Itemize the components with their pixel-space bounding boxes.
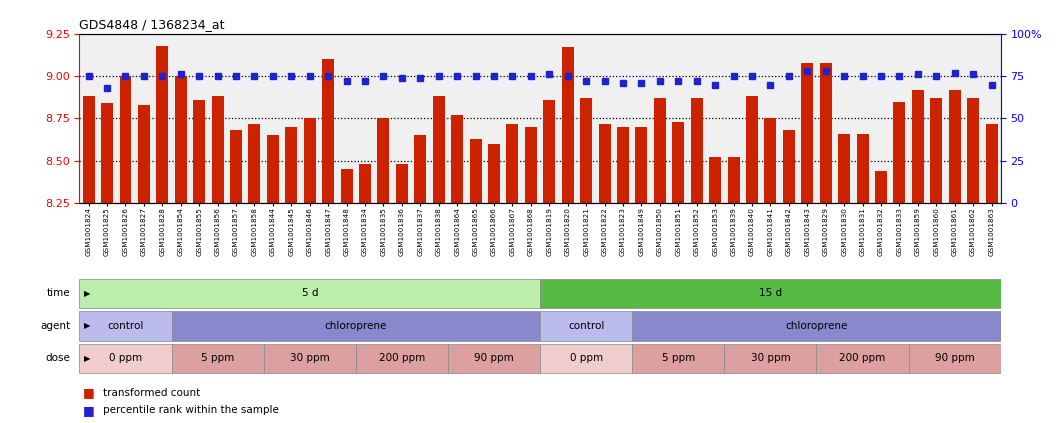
Bar (451, 115, 463, 203)
Text: ■: ■ (83, 386, 94, 399)
Bar (838, 134, 850, 203)
Bar (724, 344, 816, 373)
Bar (598, 124, 611, 203)
Text: ▶: ▶ (84, 354, 90, 363)
Text: 0 ppm: 0 ppm (570, 354, 603, 363)
Bar (635, 127, 647, 203)
Bar (617, 127, 629, 203)
Bar (264, 344, 356, 373)
Text: control: control (568, 321, 605, 331)
Bar (912, 90, 923, 203)
Text: GDS4848 / 1368234_at: GDS4848 / 1368234_at (79, 18, 225, 31)
Text: 30 ppm: 30 ppm (290, 354, 329, 363)
Bar (857, 134, 868, 203)
Bar (249, 124, 261, 203)
Bar (561, 47, 574, 203)
Text: ▶: ▶ (84, 289, 90, 298)
Bar (267, 135, 279, 203)
Bar (433, 96, 445, 203)
Bar (986, 124, 998, 203)
Text: 5 d: 5 d (302, 288, 318, 298)
Bar (894, 102, 905, 203)
Bar (632, 311, 1001, 341)
Text: chloroprene: chloroprene (786, 321, 847, 331)
Bar (820, 63, 831, 203)
Bar (710, 157, 721, 203)
Bar (949, 90, 961, 203)
Text: 15 d: 15 d (759, 288, 782, 298)
Bar (138, 105, 150, 203)
Text: time: time (47, 288, 70, 298)
Bar (285, 127, 298, 203)
Text: dose: dose (46, 354, 70, 363)
Bar (540, 344, 632, 373)
Bar (322, 59, 335, 203)
Text: ▶: ▶ (84, 321, 90, 330)
Text: 90 ppm: 90 ppm (935, 354, 974, 363)
Bar (377, 118, 390, 203)
Text: 0 ppm: 0 ppm (109, 354, 142, 363)
Text: 5 ppm: 5 ppm (662, 354, 695, 363)
Bar (653, 98, 666, 203)
Bar (909, 344, 1001, 373)
Bar (212, 96, 223, 203)
Text: control: control (107, 321, 144, 331)
Bar (728, 157, 739, 203)
Bar (875, 171, 887, 203)
Bar (525, 127, 537, 203)
Bar (359, 164, 371, 203)
Bar (816, 344, 909, 373)
Bar (175, 76, 186, 203)
Text: agent: agent (40, 321, 70, 331)
Bar (783, 130, 795, 203)
Bar (101, 103, 113, 203)
Bar (802, 63, 813, 203)
Bar (304, 118, 316, 203)
Bar (193, 100, 205, 203)
Text: chloroprene: chloroprene (325, 321, 387, 331)
Text: ■: ■ (83, 404, 94, 417)
Text: 200 ppm: 200 ppm (379, 354, 425, 363)
Bar (690, 98, 703, 203)
Bar (172, 311, 540, 341)
Bar (79, 344, 172, 373)
Bar (157, 46, 168, 203)
Bar (580, 98, 592, 203)
Text: 30 ppm: 30 ppm (751, 354, 790, 363)
Bar (543, 100, 555, 203)
Bar (230, 130, 243, 203)
Bar (488, 144, 500, 203)
Bar (930, 98, 943, 203)
Bar (396, 164, 408, 203)
Bar (765, 118, 776, 203)
Bar (448, 344, 540, 373)
Bar (341, 169, 353, 203)
Bar (172, 344, 264, 373)
Text: 90 ppm: 90 ppm (474, 354, 514, 363)
Bar (746, 96, 758, 203)
Text: 5 ppm: 5 ppm (201, 354, 234, 363)
Bar (540, 311, 632, 341)
Bar (506, 124, 519, 203)
Bar (79, 311, 172, 341)
Text: 200 ppm: 200 ppm (840, 354, 885, 363)
Text: transformed count: transformed count (103, 387, 200, 398)
Bar (672, 122, 684, 203)
Bar (120, 76, 131, 203)
Text: percentile rank within the sample: percentile rank within the sample (103, 405, 279, 415)
Bar (632, 344, 724, 373)
Bar (356, 344, 448, 373)
Bar (540, 279, 1001, 308)
Bar (967, 98, 980, 203)
Bar (469, 139, 482, 203)
Bar (79, 279, 540, 308)
Bar (414, 135, 427, 203)
Bar (83, 96, 94, 203)
